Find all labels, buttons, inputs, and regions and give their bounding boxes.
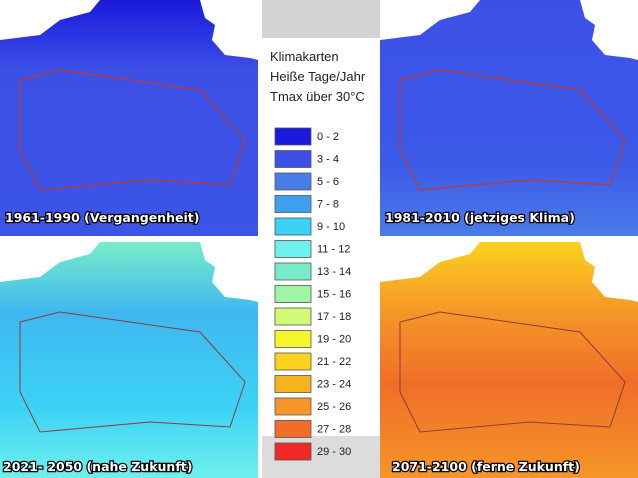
- legend-label: 3 - 4: [317, 153, 339, 165]
- legend: Klimakarten Heiße Tage/Jahr Tmax über 30°C…: [270, 49, 366, 461]
- map-caption: 2021- 2050 (nahe Zukunft): [3, 459, 192, 474]
- map-caption: 2071-2100 (ferne Zukunft): [392, 459, 580, 474]
- map-2071: 2071-2100 (ferne Zukunft): [380, 242, 638, 478]
- legend-label: 13 - 14: [317, 266, 351, 278]
- legend-swatch: [274, 217, 312, 236]
- legend-swatch: [274, 330, 312, 348]
- map-caption: 1981-2010 (jetziges Klima): [385, 210, 575, 225]
- map-caption: 1961-1990 (Vergangenheit): [5, 210, 199, 225]
- legend-label: 0 - 2: [317, 131, 339, 143]
- legend-swatch: [274, 352, 312, 371]
- legend-swatch: [274, 150, 312, 168]
- map-1981: 1981-2010 (jetziges Klima): [380, 0, 638, 236]
- legend-label: 25 - 26: [317, 401, 351, 413]
- legend-label: 29 - 30: [317, 446, 351, 458]
- legend-label: 11 - 12: [317, 243, 350, 255]
- legend-swatch: [274, 307, 312, 326]
- legend-swatch: [274, 262, 312, 281]
- legend-swatch: [274, 240, 312, 258]
- legend-label: 17 - 18: [317, 311, 351, 323]
- legend-label: 19 - 20: [317, 333, 351, 345]
- legend-label: 7 - 8: [317, 198, 339, 210]
- legend-title: Tmax über 30°C: [270, 89, 365, 104]
- legend-swatch: [274, 172, 312, 191]
- legend-swatch: [274, 285, 312, 303]
- legend-title: Klimakarten: [270, 49, 339, 64]
- legend-swatch: [274, 127, 312, 146]
- legend-label: 15 - 16: [317, 288, 351, 300]
- legend-label: 9 - 10: [317, 221, 345, 233]
- header-box: [262, 0, 380, 38]
- legend-swatch: [274, 375, 312, 393]
- legend-label: 23 - 24: [317, 378, 351, 390]
- map-1961: 1961-1990 (Vergangenheit): [0, 0, 258, 236]
- legend-label: 5 - 6: [317, 176, 339, 188]
- legend-swatch: [274, 420, 312, 438]
- legend-swatch: [274, 195, 312, 213]
- legend-title: Heiße Tage/Jahr: [270, 69, 366, 84]
- legend-label: 27 - 28: [317, 423, 351, 435]
- map-2021: 2021- 2050 (nahe Zukunft): [0, 242, 258, 478]
- legend-swatch: [274, 442, 312, 461]
- legend-label: 21 - 22: [317, 356, 351, 368]
- legend-swatch: [274, 397, 312, 416]
